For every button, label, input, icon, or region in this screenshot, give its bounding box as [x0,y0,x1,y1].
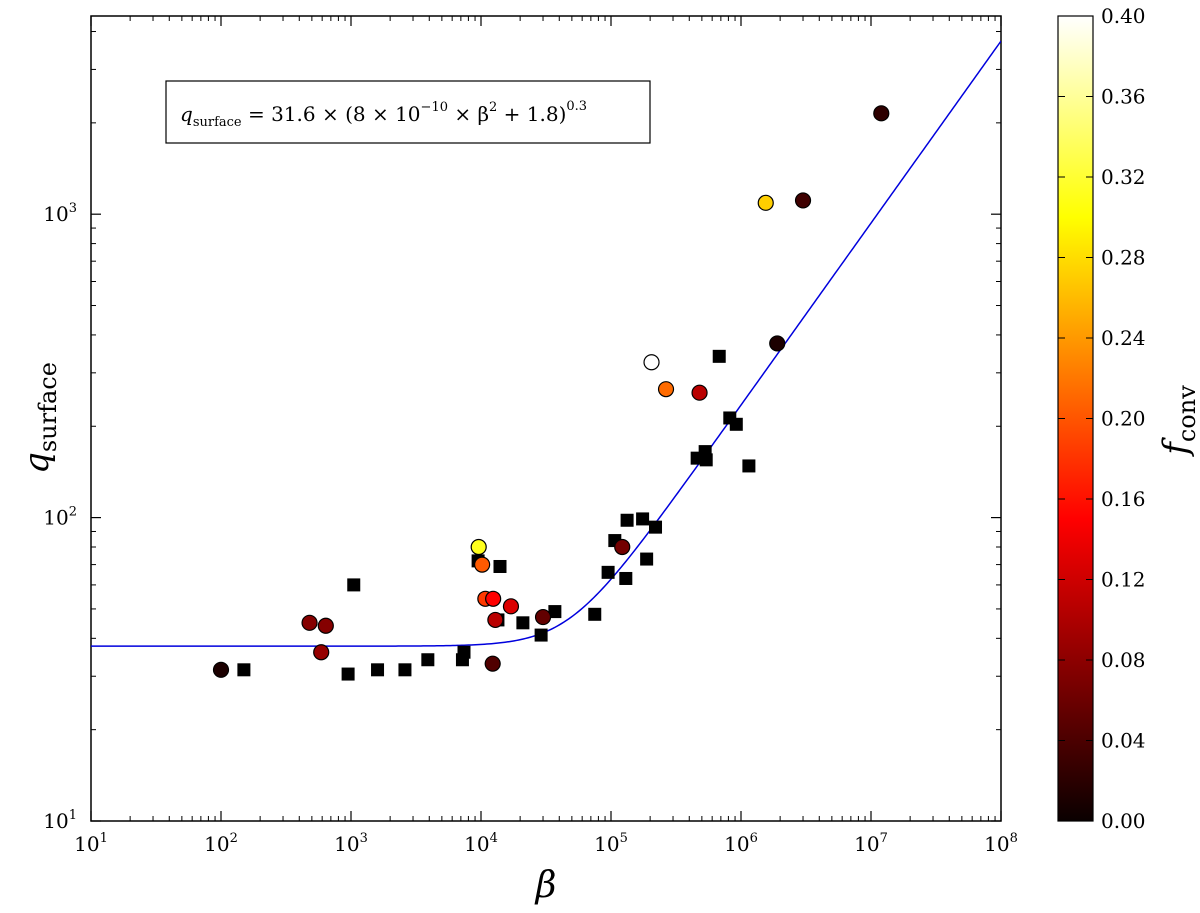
colorbar-title: fconv [1156,385,1200,458]
circle-point [873,105,890,122]
square-point [493,559,507,573]
square-point [649,520,663,534]
square-point [640,552,654,566]
x-tick-label: 102 [204,831,238,856]
square-point [742,459,756,473]
colorbar-tick-label: 0.04 [1101,729,1146,753]
square-point [699,453,713,467]
square-point [620,513,634,527]
circle-point [769,335,786,352]
x-tick-label: 104 [464,831,498,856]
equation-box [165,80,651,144]
square-point [588,607,602,621]
x-tick-label: 101 [74,831,108,856]
square-point [398,663,412,677]
colorbar-tick-label: 0.24 [1101,326,1146,350]
equation-annotation: qsurface = 31.6 × (8 × 10−10 × β2 + 1.8)… [165,80,651,144]
circle-point [794,192,812,209]
colorbar-tick-label: 0.16 [1101,487,1146,511]
eq-mid: = 31.6 × (8 × 10 [242,102,421,126]
eq-q-sub: surface [193,115,242,130]
circle-point [534,608,552,626]
x-tick-label: 103 [334,831,368,856]
square-point [347,578,361,592]
circle-point [212,661,230,678]
y-axis-ticks: 101 102 103 [43,31,1001,833]
colorbar-tick-label: 0.28 [1101,246,1146,270]
colorbar-title-sub: conv [1173,385,1200,442]
y-tick-label: 102 [43,505,77,530]
colorbar-tick-label: 0.40 [1101,4,1146,28]
square-point [636,512,650,526]
colorbar-tick-label: 0.08 [1101,648,1146,672]
circle-point [301,614,318,631]
eq-tail: + 1.8) [497,102,566,126]
circle-point [317,617,334,634]
colorbar-tick-label: 0.00 [1101,809,1146,833]
x-axis-ticks: 101 102 103 104 105 106 107 108 [74,16,1018,856]
square-point [457,645,471,659]
square-point [601,565,615,579]
square-series [237,349,756,681]
circle-point [614,538,631,556]
colorbar-tick-label: 0.12 [1101,568,1146,592]
square-point [371,663,385,677]
colorbar-tick-label: 0.32 [1101,165,1146,189]
y-tick-label: 101 [43,808,77,833]
circle-point [485,590,502,607]
equation-text: qsurface = 31.6 × (8 × 10−10 × β2 + 1.8)… [180,99,587,130]
eq-exp1: −10 [421,100,448,115]
circle-point [474,556,491,573]
circle-point [657,381,675,398]
square-point [712,349,726,363]
square-point [729,417,743,431]
circle-point [643,354,660,371]
eq-exp3: 0.3 [566,99,587,114]
square-point [516,616,530,630]
circle-point [502,598,520,615]
square-point [421,653,435,667]
x-axis-title: β [534,865,557,906]
square-point [341,667,355,681]
square-point [619,571,633,585]
eq-beta: × β [448,102,489,126]
x-tick-label: 105 [594,831,628,856]
x-tick-label: 106 [724,831,758,856]
colorbar-tick-label: 0.20 [1101,407,1146,431]
y-axis-title-sub: surface [34,362,62,452]
circle-point [487,611,504,629]
colorbar-ticks: 0.00 0.04 0.08 0.12 0.16 0.20 0.24 0.28 0.32 0.36… [1058,4,1146,833]
eq-exp2: 2 [489,100,497,115]
x-tick-label: 108 [984,831,1018,856]
square-point [237,663,251,677]
circle-point [691,384,708,401]
x-tick-label: 107 [854,831,888,856]
circle-point [484,655,501,672]
circle-point [470,538,487,556]
circle-series [212,105,890,678]
square-point [534,628,548,642]
circle-point [757,194,774,211]
y-tick-label: 103 [43,201,77,226]
colorbar-tick-label: 0.36 [1101,85,1146,109]
plot-area [90,15,1002,822]
square-point [548,605,562,619]
circle-point [313,644,330,661]
y-axis-title: qsurface [17,362,62,474]
y-axis-title-base: q [17,452,57,474]
eq-q: q [180,102,193,126]
